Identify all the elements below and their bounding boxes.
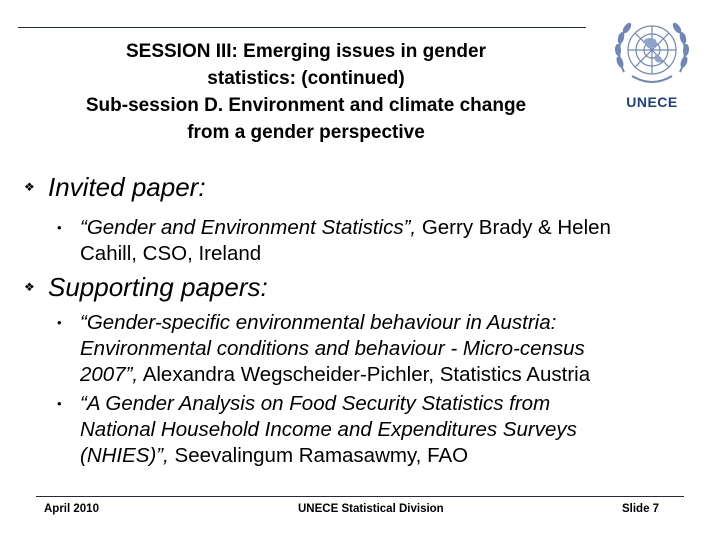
- paper-title: “Gender and Environment Statistics”,: [80, 216, 417, 239]
- un-emblem-icon: [614, 22, 690, 83]
- top-rule: [18, 27, 586, 28]
- bullet-icon: •: [57, 396, 62, 411]
- item-line: “Gender-specific environmental behaviour…: [80, 310, 710, 336]
- bullet-icon: •: [57, 315, 62, 330]
- item-line: “A Gender Analysis on Food Security Stat…: [80, 391, 710, 417]
- bullet-icon: •: [57, 220, 62, 235]
- section-heading: Invited paper:: [48, 172, 206, 202]
- paper-authors: Gerry Brady & Helen: [416, 216, 611, 239]
- footer-date: April 2010: [44, 503, 99, 515]
- footer-division: UNECE Statistical Division: [298, 503, 444, 515]
- logo-text: UNECE: [626, 94, 678, 110]
- section-heading: Supporting papers:: [48, 272, 268, 302]
- paper-title: 2007”,: [80, 363, 139, 386]
- list-item: “Gender-specific environmental behaviour…: [80, 310, 710, 388]
- title-line: SESSION III: Emerging issues in gender: [125, 41, 487, 62]
- diamond-bullet-icon: ❖: [24, 280, 35, 294]
- title-line: Sub-session D. Environment and climate c…: [85, 95, 527, 116]
- list-item: “Gender and Environment Statistics”, Ger…: [80, 215, 710, 267]
- item-line: National Household Income and Expenditur…: [80, 417, 710, 443]
- un-emblem-logo: UNECE: [610, 14, 694, 114]
- paper-authors: Cahill, CSO, Ireland: [80, 242, 262, 265]
- item-line: “Gender and Environment Statistics”, Ger…: [80, 215, 710, 241]
- paper-authors: Seevalingum Ramasawmy, FAO: [168, 444, 469, 467]
- title-line: from a gender perspective: [187, 122, 425, 143]
- diamond-bullet-icon: ❖: [24, 180, 35, 194]
- paper-authors: Alexandra Wegscheider-Pichler, Statistic…: [138, 363, 591, 386]
- item-line: Cahill, CSO, Ireland: [80, 241, 710, 267]
- paper-title: (NHIES)”,: [80, 444, 169, 467]
- footer-rule: [36, 496, 684, 497]
- title-line: statistics: (continued): [207, 68, 405, 89]
- slide-title: SESSION III: Emerging issues in gender s…: [20, 38, 592, 146]
- item-line: 2007”, Alexandra Wegscheider-Pichler, St…: [80, 362, 710, 388]
- footer-slide-number: Slide 7: [622, 503, 660, 515]
- paper-title: “A Gender Analysis on Food Security Stat…: [80, 392, 551, 415]
- item-line: Environmental conditions and behaviour -…: [80, 336, 710, 362]
- paper-title: “Gender-specific environmental behaviour…: [80, 311, 557, 334]
- list-item: “A Gender Analysis on Food Security Stat…: [80, 391, 710, 469]
- paper-title: Environmental conditions and behaviour -…: [80, 337, 585, 360]
- item-line: (NHIES)”, Seevalingum Ramasawmy, FAO: [80, 443, 710, 469]
- paper-title: National Household Income and Expenditur…: [80, 418, 577, 441]
